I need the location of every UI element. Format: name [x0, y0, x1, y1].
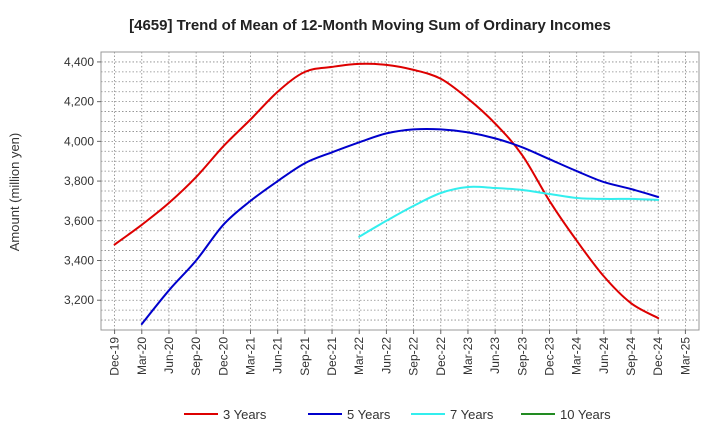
legend-label-3-years: 3 Years [223, 407, 267, 422]
x-tick-label: Jun-22 [379, 337, 393, 374]
y-tick-label: 4,400 [64, 55, 94, 69]
legend: 3 Years 5 Years 7 Years 10 Years [184, 407, 611, 422]
x-tick-label: Jun-21 [271, 337, 285, 374]
x-tick-label: Sep-24 [624, 337, 638, 376]
chart-title: [4659] Trend of Mean of 12-Month Moving … [129, 17, 611, 34]
x-tick-label: Sep-23 [515, 337, 529, 376]
x-tick-label: Mar-25 [678, 337, 692, 375]
x-tick-label: Dec-21 [325, 337, 339, 376]
legend-label-7-years: 7 Years [450, 407, 494, 422]
x-axis-ticks: Dec-19 Mar-20 Jun-20 Sep-20 Dec-20 Mar-21 Jun-… [108, 330, 692, 376]
grid [101, 52, 699, 330]
series-line-5-years [140, 127, 660, 325]
x-tick-label: Dec-22 [434, 337, 448, 376]
legend-label-5-years: 5 Years [347, 407, 391, 422]
x-tick-label: Dec-24 [651, 337, 665, 376]
series-line-7-years [358, 185, 660, 238]
x-tick-label: Dec-20 [216, 337, 230, 376]
y-tick-label: 3,600 [64, 214, 94, 228]
y-tick-label: 3,800 [64, 174, 94, 188]
x-tick-label: Jun-20 [162, 337, 176, 374]
y-axis-label: Amount (million yen) [7, 133, 22, 252]
y-axis-ticks: 3,200 3,400 3,600 3,800 4,000 4,200 4,400 [64, 55, 101, 307]
y-tick-label: 4,200 [64, 95, 94, 109]
x-tick-label: Mar-24 [570, 337, 584, 375]
y-tick-label: 3,400 [64, 254, 94, 268]
plot-frame [100, 51, 700, 331]
x-tick-label: Dec-19 [108, 337, 122, 376]
x-tick-label: Dec-23 [543, 337, 557, 376]
legend-label-10-years: 10 Years [560, 407, 611, 422]
series-line-3-years [113, 62, 660, 320]
x-tick-label: Sep-20 [189, 337, 203, 376]
x-tick-label: Jun-24 [597, 337, 611, 374]
x-tick-label: Mar-23 [461, 337, 475, 375]
series-lines [113, 62, 660, 325]
x-tick-label: Sep-22 [407, 337, 421, 376]
y-tick-label: 4,000 [64, 134, 94, 148]
x-tick-label: Mar-20 [135, 337, 149, 375]
y-tick-label: 3,200 [64, 293, 94, 307]
x-tick-label: Mar-22 [352, 337, 366, 375]
x-tick-label: Jun-23 [488, 337, 502, 374]
x-tick-label: Mar-21 [244, 337, 258, 375]
x-tick-label: Sep-21 [298, 337, 312, 376]
